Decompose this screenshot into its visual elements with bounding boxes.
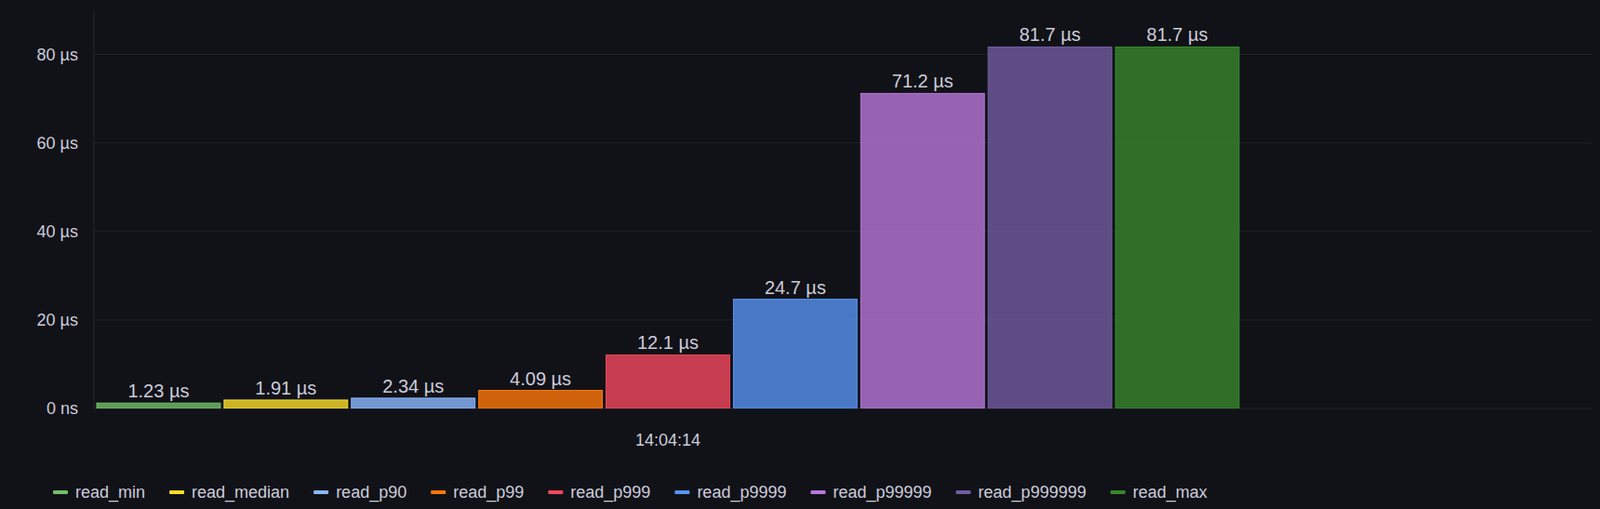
legend-label: read_p999 (570, 482, 651, 503)
bars (96, 46, 1240, 409)
legend-label: read_p99 (453, 482, 524, 503)
bar (606, 354, 731, 409)
y-axis-line (93, 10, 95, 409)
bar (351, 398, 476, 409)
legend-label: read_p9999 (696, 482, 787, 503)
legend-label: read_median (191, 482, 290, 503)
grid-line (94, 53, 1593, 55)
legend-label: read_min (75, 482, 146, 503)
y-tick-label: 40 µs (37, 222, 79, 241)
bar (224, 400, 348, 409)
data-label: 12.1 µs (637, 332, 699, 353)
data-label: 81.7 µs (1019, 24, 1081, 45)
legend-label: read_p999999 (978, 482, 1087, 503)
chart: 0 ns 20 µs 40 µs 60 µs 80 µs 1.23 µs 1.91 µs 2.… (0, 0, 1600, 509)
data-labels: 1.23 µs 1.91 µs 2.34 µs 4.09 µs 12.1 µs 24.7 … (127, 24, 1208, 401)
data-label: 4.09 µs (509, 368, 572, 389)
bar (479, 390, 603, 409)
x-tick-label: 14:04:14 (635, 430, 701, 450)
bar (987, 46, 1112, 409)
data-label: 2.34 µs (382, 375, 444, 397)
bar (733, 299, 857, 409)
legend-swatch (674, 490, 690, 494)
legend-label: read_p99999 (832, 482, 932, 503)
y-tick-label: 80 µs (37, 45, 79, 65)
data-label: 71.2 µs (892, 70, 954, 92)
legend-label: read_max (1133, 482, 1208, 503)
legend-swatch (810, 490, 826, 494)
y-tick-label: 60 µs (37, 133, 79, 153)
y-tick-label: 0 ns (46, 399, 79, 418)
legend-swatch (169, 490, 185, 494)
legend-swatch (53, 490, 68, 494)
grid-line (94, 230, 1593, 232)
legend-label: read_p90 (335, 482, 407, 503)
data-label: 1.23 µs (127, 380, 189, 401)
bar (1115, 46, 1240, 409)
background (0, 0, 1600, 509)
legend-swatch (430, 490, 446, 494)
data-label: 1.91 µs (254, 377, 317, 399)
data-label: 24.7 µs (764, 277, 827, 298)
data-label: 81.7 µs (1146, 24, 1209, 45)
grid-line (94, 142, 1593, 144)
legend-swatch (956, 490, 972, 494)
legend-swatch (1110, 490, 1126, 494)
legend-swatch (313, 490, 329, 494)
y-tick-label: 20 µs (37, 310, 79, 330)
bar (860, 93, 985, 409)
legend-swatch (547, 490, 563, 494)
bar (96, 402, 221, 409)
